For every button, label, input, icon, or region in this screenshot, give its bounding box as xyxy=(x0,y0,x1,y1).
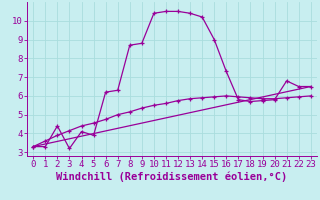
X-axis label: Windchill (Refroidissement éolien,°C): Windchill (Refroidissement éolien,°C) xyxy=(56,172,288,182)
